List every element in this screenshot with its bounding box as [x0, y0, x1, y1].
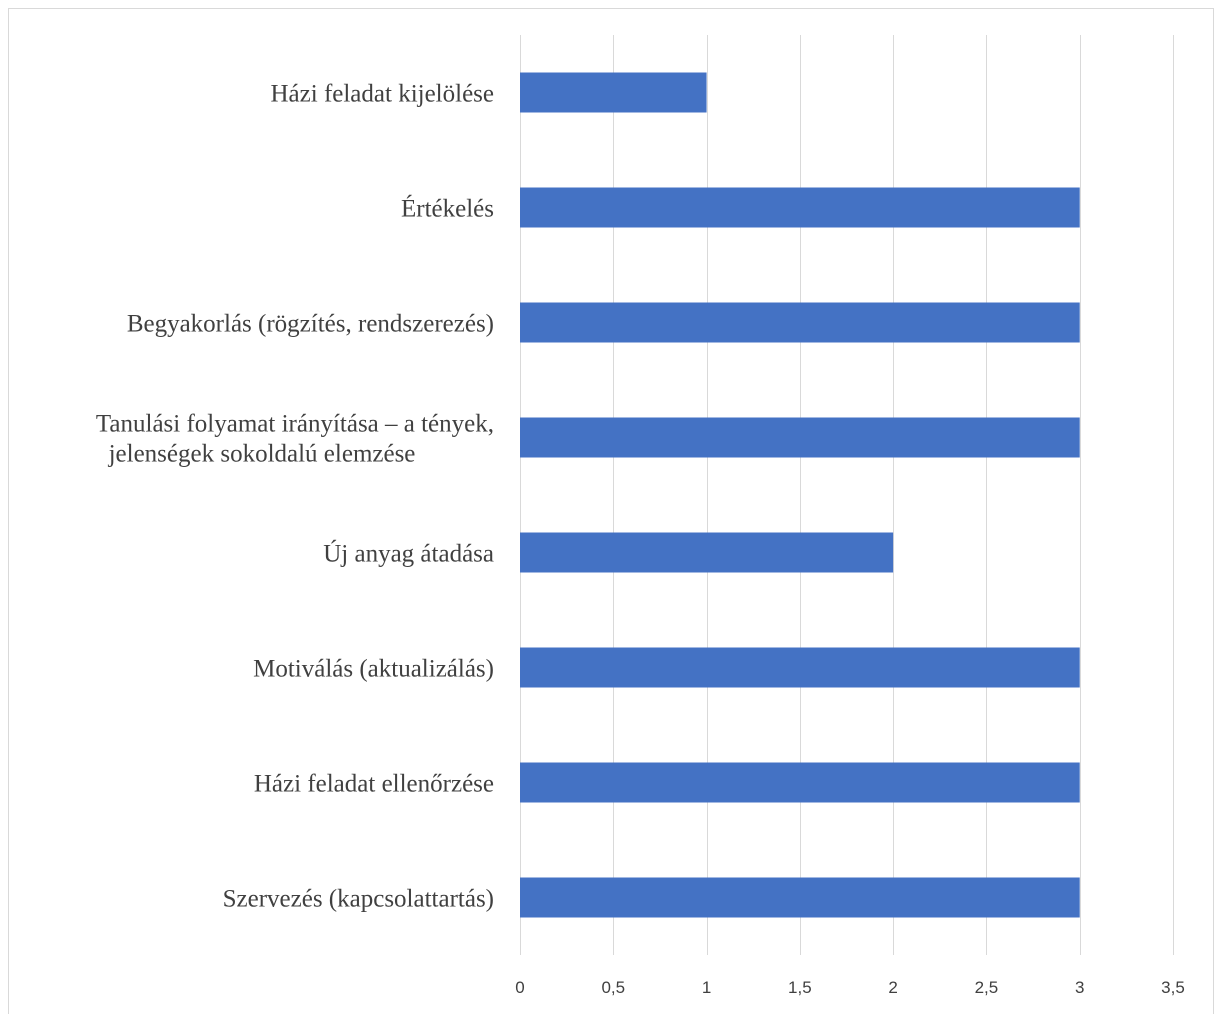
bar [520, 302, 1080, 343]
category-label: Házi feladat ellenőrzése [254, 771, 494, 798]
x-tick-label: 3,5 [1161, 978, 1185, 997]
x-tick-label: 2,5 [975, 978, 999, 997]
x-tick-labels: 0 0,5 1 1,5 2 2,5 3 3,5 [515, 978, 1185, 997]
category-label: Házi feladat kijelölése [271, 81, 495, 108]
bar [520, 762, 1080, 803]
bar [520, 877, 1080, 918]
x-tick-label: 1 [702, 978, 711, 997]
bar [520, 532, 894, 573]
category-label: Szervezés (kapcsolattartás) [223, 886, 494, 913]
bars [520, 72, 1080, 918]
bar [520, 417, 1080, 458]
x-tick-label: 1,5 [788, 978, 812, 997]
x-tick-label: 2 [888, 978, 897, 997]
category-label: Motiválás (aktualizálás) [253, 656, 494, 683]
chart-frame [8, 8, 1214, 1014]
category-label: Értékelés [401, 195, 494, 223]
category-label: jelenségek sokoldalú elemzése [108, 441, 416, 468]
bar [520, 187, 1080, 228]
category-label: Új anyag átadása [323, 540, 494, 568]
category-labels: Házi feladat kijelölése Értékelés Begyakor… [96, 81, 494, 913]
bar [520, 647, 1080, 688]
category-label: Tanulási folyamat irányítása – a tények, [96, 411, 494, 438]
bar [520, 72, 707, 113]
grid-lines [520, 35, 1174, 955]
x-tick-label: 0 [515, 978, 524, 997]
category-label: Begyakorlás (rögzítés, rendszerezés) [127, 311, 494, 338]
x-tick-label: 0,5 [601, 978, 625, 997]
x-tick-label: 3 [1075, 978, 1084, 997]
